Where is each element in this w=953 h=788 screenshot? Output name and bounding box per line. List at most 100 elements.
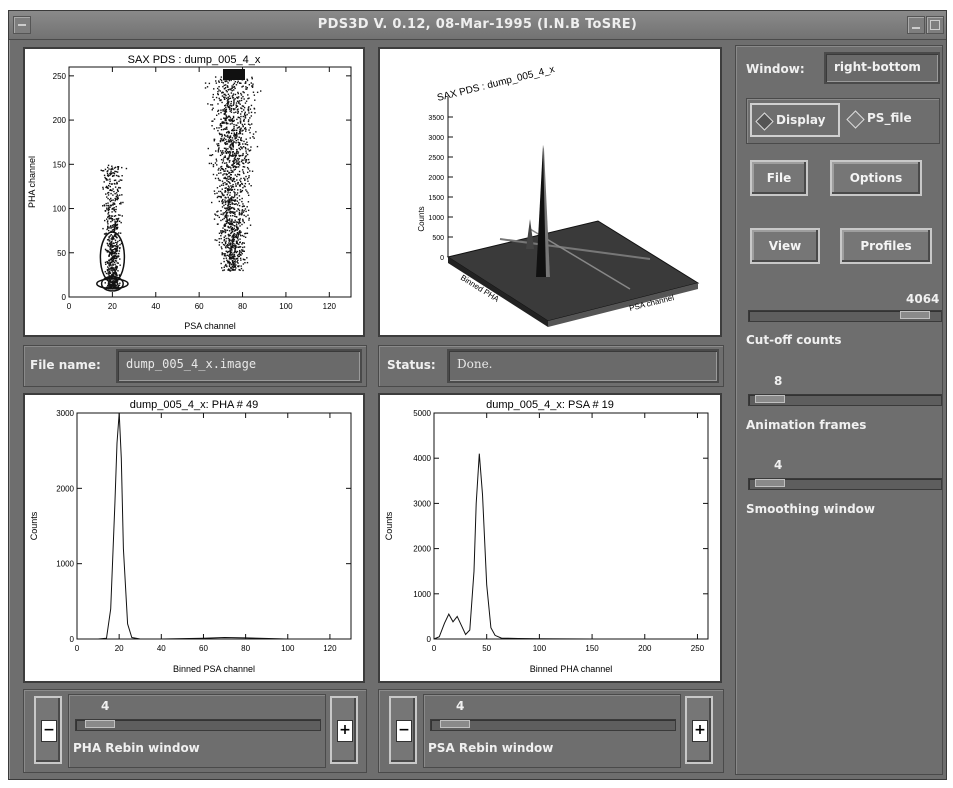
radio-display[interactable]: Display (750, 103, 840, 137)
scatter-point (111, 260, 113, 262)
scatter-point (230, 169, 232, 171)
scatter-point (231, 143, 233, 145)
scatter-point (240, 139, 242, 141)
scatter-point (246, 178, 249, 180)
scatter-point (220, 76, 223, 78)
scatter-point (224, 87, 226, 90)
scatter-point (114, 259, 116, 262)
psa-rebin-slider-thumb[interactable] (439, 720, 470, 728)
scatter-point (219, 90, 221, 92)
plus-icon: + (337, 720, 353, 742)
animation-slider[interactable] (748, 394, 942, 406)
pha-rebin-plus-button[interactable]: + (330, 696, 358, 764)
cutoff-slider-thumb[interactable] (899, 311, 930, 319)
scatter-point (226, 143, 228, 145)
psa-rebin-minus-button[interactable]: − (389, 696, 417, 764)
scatter-point (231, 222, 234, 225)
smoothing-slider[interactable] (748, 478, 942, 490)
window-selector-field[interactable]: right-bottom (824, 52, 940, 84)
scatter-point (113, 182, 116, 185)
cutoff-slider[interactable] (748, 310, 942, 322)
scatter-point (228, 141, 231, 143)
animation-slider-thumb[interactable] (755, 395, 786, 403)
scatter-point (254, 99, 256, 101)
file-name-input[interactable]: dump_005_4_x.image (116, 349, 362, 383)
scatter-point (118, 239, 121, 242)
scatter-point (250, 146, 252, 148)
scatter-point (110, 249, 113, 252)
pha-rebin-slider[interactable] (75, 719, 321, 731)
scatter-point (226, 164, 228, 166)
scatter-point (230, 100, 233, 103)
scatter-point (234, 194, 236, 197)
scatter-point (230, 240, 233, 242)
z-tick-label: 3000 (428, 135, 444, 142)
scatter-point (232, 224, 234, 226)
scatter-point (236, 105, 239, 108)
scatter-point (231, 89, 233, 92)
scatter-point (221, 192, 223, 194)
scatter-point (238, 220, 241, 222)
scatter-point (247, 120, 250, 123)
scatter-point (235, 264, 237, 266)
scatter-point (247, 107, 250, 109)
pha-rebin-minus-button[interactable]: − (34, 696, 62, 764)
scatter-point (228, 268, 230, 270)
scatter-point (232, 145, 235, 147)
pha-rebin-slider-thumb[interactable] (84, 720, 115, 728)
smoothing-slider-thumb[interactable] (755, 479, 786, 487)
psa-rebin-slider[interactable] (430, 719, 676, 731)
view-button[interactable]: View (750, 228, 820, 264)
minimize-button[interactable] (907, 16, 925, 34)
pha-profile-ylabel: Counts (29, 511, 39, 540)
scatter-point (242, 203, 244, 205)
scatter-point (227, 101, 229, 104)
title-bar[interactable]: PDS3D V. 0.12, 08-Mar-1995 (I.N.B ToSRE) (9, 11, 946, 40)
scatter-point (224, 156, 226, 158)
profiles-button[interactable]: Profiles (840, 228, 932, 264)
scatter-point (231, 186, 233, 189)
file-button[interactable]: File (750, 160, 808, 196)
scatter-point (224, 142, 226, 144)
scatter-point (228, 175, 230, 178)
y-tick-label: 150 (53, 160, 67, 169)
scatter-point (229, 144, 231, 147)
scatter-point (114, 233, 117, 235)
scatter-point (223, 93, 225, 96)
scatter-point (228, 218, 231, 220)
scatter-point (244, 113, 246, 115)
options-button[interactable]: Options (830, 160, 922, 196)
scatter-point (114, 272, 116, 274)
scatter-point (239, 185, 241, 187)
pha-profile-title: dump_005_4_x: PHA # 49 (130, 399, 258, 411)
scatter-point (114, 239, 117, 241)
control-panel: Window: right-bottom Display PS_file Fil… (735, 45, 943, 775)
scatter-point (224, 170, 226, 172)
scatter-point (239, 148, 241, 151)
scatter-point (231, 257, 234, 259)
scatter-point (230, 176, 232, 179)
scatter-point (107, 192, 109, 194)
scatter-point (239, 154, 242, 157)
scatter-point (102, 227, 104, 230)
scatter-point (238, 269, 240, 271)
scatter-point (239, 179, 241, 181)
x-tick-label: 50 (482, 644, 491, 653)
scatter-point (224, 110, 227, 112)
scatter-point (237, 265, 239, 267)
scatter-point (115, 250, 118, 252)
scatter-point (228, 202, 230, 205)
scatter-point (223, 147, 226, 150)
y-tick-label: 1000 (56, 560, 74, 569)
scatter-point (236, 243, 239, 245)
window-menu-button[interactable] (13, 16, 31, 34)
radio-ps-file[interactable]: PS_file (843, 103, 935, 137)
scatter-point (240, 99, 243, 102)
scatter-point (249, 224, 252, 226)
scatter-point (228, 156, 230, 158)
scatter-point (110, 284, 113, 286)
scatter-point (220, 158, 223, 161)
scatter-point (218, 81, 220, 83)
psa-rebin-plus-button[interactable]: + (685, 696, 713, 764)
maximize-button[interactable] (926, 16, 944, 34)
